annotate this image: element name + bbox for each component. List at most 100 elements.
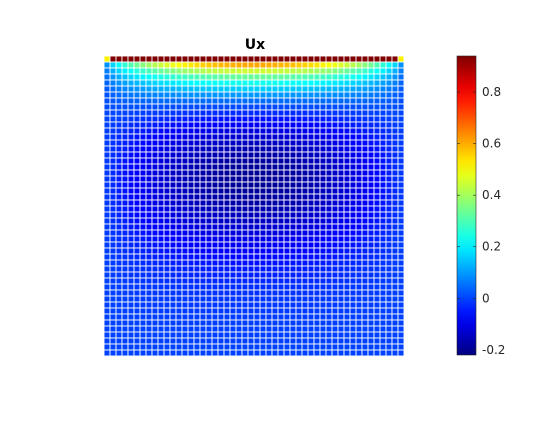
- heatmap-cell: [169, 175, 177, 183]
- heatmap-cell: [313, 301, 321, 309]
- heatmap-cell: [265, 259, 273, 267]
- heatmap-cell: [331, 157, 339, 165]
- heatmap-cell: [169, 97, 177, 105]
- heatmap-cell: [343, 307, 351, 315]
- heatmap-cell: [253, 97, 261, 105]
- heatmap-cell: [205, 169, 213, 177]
- heatmap-cell: [133, 133, 141, 141]
- heatmap-cell: [325, 97, 333, 105]
- heatmap-cell: [139, 115, 147, 123]
- heatmap-cell: [385, 97, 393, 105]
- heatmap-cell: [301, 253, 309, 261]
- heatmap-cell: [253, 163, 261, 171]
- heatmap-cell: [193, 91, 201, 99]
- heatmap-cell: [331, 349, 339, 357]
- heatmap-cell: [349, 103, 357, 111]
- heatmap-cell: [115, 127, 123, 135]
- heatmap-cell: [367, 307, 375, 315]
- heatmap-cell: [367, 73, 375, 81]
- heatmap-cell: [253, 61, 261, 69]
- heatmap-cell: [301, 193, 309, 201]
- heatmap-cell: [319, 229, 327, 237]
- heatmap-cell: [367, 97, 375, 105]
- heatmap-cell: [271, 55, 279, 63]
- heatmap-cell: [187, 235, 195, 243]
- heatmap-cell: [307, 55, 315, 63]
- heatmap-cell: [397, 97, 405, 105]
- heatmap-cell: [127, 157, 135, 165]
- heatmap-cell: [121, 199, 129, 207]
- heatmap-cell: [379, 121, 387, 129]
- heatmap-cell: [217, 325, 225, 333]
- heatmap-cell: [187, 91, 195, 99]
- heatmap-cell: [115, 253, 123, 261]
- heatmap-cell: [223, 181, 231, 189]
- heatmap-cell: [283, 115, 291, 123]
- heatmap-cell: [247, 145, 255, 153]
- heatmap-cell: [277, 187, 285, 195]
- heatmap-cell: [175, 289, 183, 297]
- heatmap-cell: [241, 229, 249, 237]
- heatmap-cell: [319, 217, 327, 225]
- heatmap-cell: [247, 295, 255, 303]
- heatmap-cell: [211, 121, 219, 129]
- heatmap-cell: [175, 301, 183, 309]
- heatmap-cell: [121, 79, 129, 87]
- heatmap-cell: [271, 145, 279, 153]
- heatmap-cell: [277, 259, 285, 267]
- heatmap-cell: [337, 139, 345, 147]
- heatmap-cell: [121, 133, 129, 141]
- heatmap-cell: [355, 301, 363, 309]
- heatmap-cell: [343, 193, 351, 201]
- heatmap-cell: [235, 121, 243, 129]
- heatmap-cell: [349, 325, 357, 333]
- heatmap-cell: [361, 235, 369, 243]
- heatmap-cell: [379, 151, 387, 159]
- heatmap-cell: [361, 337, 369, 345]
- heatmap-cell: [211, 181, 219, 189]
- heatmap-cell: [313, 151, 321, 159]
- heatmap-cell: [319, 289, 327, 297]
- heatmap-cell: [343, 187, 351, 195]
- heatmap-cell: [163, 211, 171, 219]
- heatmap-cell: [307, 313, 315, 321]
- heatmap-cell: [235, 145, 243, 153]
- heatmap-cell: [127, 163, 135, 171]
- heatmap-cell: [199, 271, 207, 279]
- heatmap-cell: [391, 187, 399, 195]
- heatmap-cell: [319, 61, 327, 69]
- heatmap-cell: [115, 139, 123, 147]
- heatmap-cell: [151, 145, 159, 153]
- heatmap-cell: [205, 55, 213, 63]
- heatmap-cell: [109, 97, 117, 105]
- heatmap-cell: [193, 199, 201, 207]
- heatmap-cell: [253, 271, 261, 279]
- heatmap-cell: [235, 97, 243, 105]
- heatmap-cell: [133, 79, 141, 87]
- heatmap-cell: [151, 157, 159, 165]
- heatmap-cell: [373, 205, 381, 213]
- heatmap-cell: [379, 265, 387, 273]
- heatmap-cell: [187, 169, 195, 177]
- heatmap-cell: [133, 55, 141, 63]
- heatmap-cell: [163, 187, 171, 195]
- heatmap-cell: [139, 133, 147, 141]
- heatmap-cell: [175, 85, 183, 93]
- heatmap-cell: [385, 253, 393, 261]
- heatmap-cell: [121, 145, 129, 153]
- heatmap-cell: [241, 121, 249, 129]
- heatmap-cell: [145, 271, 153, 279]
- heatmap-cell: [109, 247, 117, 255]
- heatmap-cell: [217, 277, 225, 285]
- heatmap-cell: [337, 85, 345, 93]
- heatmap-cell: [229, 259, 237, 267]
- heatmap-cell: [289, 193, 297, 201]
- heatmap-cell: [145, 151, 153, 159]
- heatmap-cell: [307, 229, 315, 237]
- heatmap-cell: [109, 181, 117, 189]
- heatmap-cell: [109, 241, 117, 249]
- heatmap-cell: [151, 313, 159, 321]
- heatmap-cell: [259, 97, 267, 105]
- heatmap-cell: [265, 169, 273, 177]
- heatmap-cell: [331, 151, 339, 159]
